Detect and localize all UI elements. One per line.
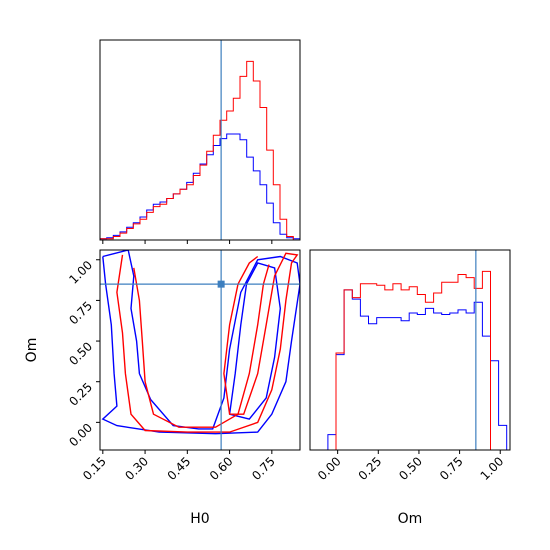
contour-H0-Om-ytick-label-1: 0.00 [66, 421, 95, 450]
contour-H0-Om-xlabel: H0 [190, 511, 209, 527]
contour-H0-Om-contour-3 [116, 252, 299, 433]
hist-Om-xlabel: Om [398, 511, 423, 527]
contour-H0-Om-xtick-label-5: 0.75 [249, 454, 278, 483]
contour-H0-Om-contour-1 [101, 250, 300, 435]
hist-Om-series-1-step [327, 289, 508, 450]
hist-Om-xtick-label-5: 1.00 [478, 454, 507, 483]
contour-H0-Om-ylabel: Om [24, 338, 40, 363]
contour-H0-Om-xtick-label-2: 0.30 [122, 454, 151, 483]
hist-Om-xtick-label-1: 0.00 [315, 454, 344, 483]
hist-Om-xtick-label-4: 0.75 [437, 454, 466, 483]
contour-H0-Om-xtick-label-4: 0.60 [207, 454, 236, 483]
contour-H0-Om-contour-2 [228, 262, 282, 420]
contour-H0-Om-truth-marker [217, 280, 225, 288]
hist-H0-panel [99, 39, 301, 244]
hist-Om-frame [309, 249, 511, 451]
hist-Om-xtick-label-3: 0.50 [396, 454, 425, 483]
hist-Om-series-2-step [327, 270, 507, 450]
contour-H0-Om-contour-4 [133, 264, 270, 428]
contour-H0-Om-ytick-label-3: 0.50 [66, 339, 95, 368]
hist-Om-panel: 0.00 0.25 0.50 0.75 1.00 Om [309, 249, 511, 527]
contour-H0-Om-ytick-label-5: 1.00 [66, 258, 95, 287]
contour-H0-Om-xtick-label-1: 0.15 [80, 454, 109, 483]
hist-Om-xtick-label-2: 0.25 [356, 454, 385, 483]
contour-H0-Om-ytick-label-2: 0.25 [66, 380, 95, 409]
contour-H0-Om-frame [99, 249, 301, 451]
contour-H0-Om-xtick-label-3: 0.45 [165, 454, 194, 483]
contour-H0-Om-ytick-label-4: 0.75 [66, 299, 95, 328]
contour-H0-Om-panel: 0.15 0.30 0.45 0.60 0.75 0.00 0.25 0.50 0.75 1.00… [24, 249, 301, 527]
hist-H0-frame [99, 39, 301, 241]
hist-H0-series-2-step [100, 60, 300, 240]
